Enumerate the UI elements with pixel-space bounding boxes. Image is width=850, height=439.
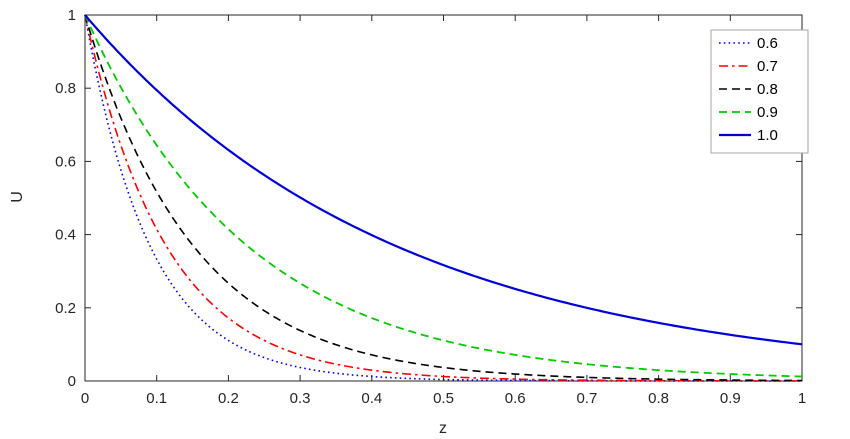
series-line-0.7 [84,14,802,382]
legend-box [710,29,809,154]
series-line-0.8 [84,14,803,382]
x-tick-label: 0.3 [290,390,311,407]
y-tick-label: 0 [68,373,76,390]
x-tick-label: 0.1 [146,390,167,407]
plot-content: 0 0.1 0.2 0.3 0.4 0.5 0.6 0.7 0.8 0.9 100.20.40.60… [55,7,809,407]
y-tick-label: 1 [68,7,76,24]
x-tick-label: 0.6 [505,390,526,407]
legend-label-0.7: 0.7 [757,58,778,75]
legend-label-1.0: 1.0 [757,127,778,144]
y-axis-label: U [9,191,26,203]
x-tick-label: 0.9 [720,390,741,407]
x-tick-label: 0.8 [648,390,669,407]
x-tick-label: 1 [798,390,806,407]
x-tick-label: 0.4 [361,390,382,407]
series-line-0.9 [84,14,803,378]
y-tick-label: 0.4 [55,227,76,244]
x-tick-label: 0.2 [218,390,239,407]
legend: 0.6 0.7 0.8 0.9 1.0 [710,29,809,154]
x-tick-label: 0.5 [433,390,454,407]
y-tick-label: 0.6 [55,153,76,170]
legend-label-0.8: 0.8 [757,81,778,98]
x-axis-label: z [439,420,447,437]
series-line-0.6 [84,14,802,382]
series-line-1.0 [84,14,803,346]
axes-frame [84,14,803,382]
y-tick-label: 0.8 [55,80,76,97]
x-tick-label: 0.7 [576,390,597,407]
legend-label-0.6: 0.6 [757,35,778,52]
legend-label-0.9: 0.9 [757,104,778,121]
y-tick-label: 0.2 [55,300,76,317]
x-tick-label: 0 [81,390,89,407]
